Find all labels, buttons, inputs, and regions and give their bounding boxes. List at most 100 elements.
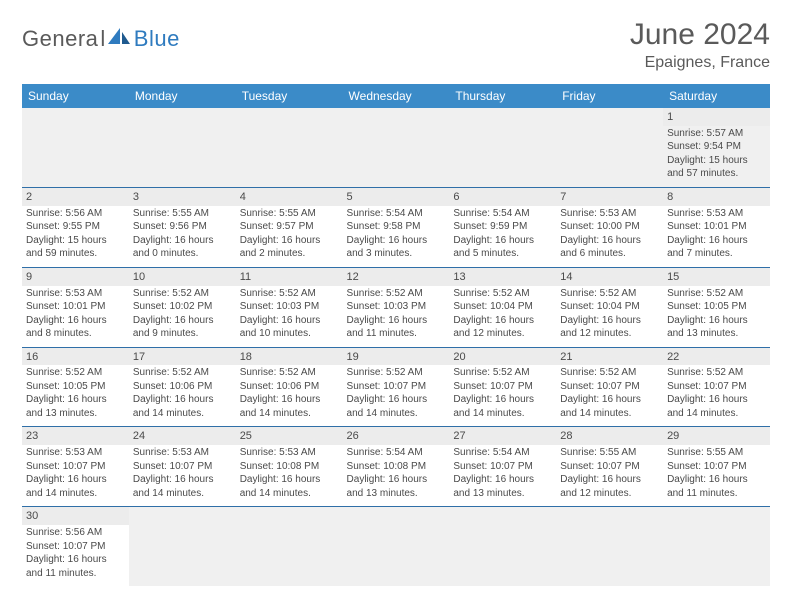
calendar-table: SundayMondayTuesdayWednesdayThursdayFrid…: [22, 84, 770, 586]
day-cell: 16Sunrise: 5:52 AMSunset: 10:05 PMDaylig…: [22, 347, 129, 427]
page-header: General Blue June 2024 Epaignes, France: [22, 18, 770, 72]
sunrise-text: Sunrise: 5:52 AM: [560, 287, 659, 301]
day-number: 30: [22, 507, 129, 525]
sunrise-text: Sunrise: 5:52 AM: [347, 287, 446, 301]
day-number: 1: [663, 108, 770, 126]
dow-header: Saturday: [663, 84, 770, 108]
day-cell: 30Sunrise: 5:56 AMSunset: 10:07 PMDaylig…: [22, 507, 129, 586]
dow-header: Sunday: [22, 84, 129, 108]
sunset-text: Sunset: 10:07 PM: [667, 460, 766, 474]
sunset-text: Sunset: 10:03 PM: [347, 300, 446, 314]
daylight-text: Daylight: 16 hours and 14 minutes.: [667, 393, 766, 420]
empty-cell: [556, 507, 663, 586]
sunset-text: Sunset: 10:02 PM: [133, 300, 232, 314]
sunrise-text: Sunrise: 5:53 AM: [560, 207, 659, 221]
day-cell: 5Sunrise: 5:54 AMSunset: 9:58 PMDaylight…: [343, 187, 450, 267]
daylight-text: Daylight: 16 hours and 14 minutes.: [240, 473, 339, 500]
dow-header: Thursday: [449, 84, 556, 108]
empty-cell: [556, 108, 663, 187]
brand-blue: Blue: [134, 26, 180, 52]
day-number: 2: [22, 188, 129, 206]
day-cell: 26Sunrise: 5:54 AMSunset: 10:08 PMDaylig…: [343, 427, 450, 507]
sunset-text: Sunset: 9:57 PM: [240, 220, 339, 234]
day-number: 7: [556, 188, 663, 206]
day-cell: 8Sunrise: 5:53 AMSunset: 10:01 PMDayligh…: [663, 187, 770, 267]
sunset-text: Sunset: 10:07 PM: [26, 460, 125, 474]
empty-cell: [343, 108, 450, 187]
day-cell: 12Sunrise: 5:52 AMSunset: 10:03 PMDaylig…: [343, 267, 450, 347]
daylight-text: Daylight: 16 hours and 14 minutes.: [240, 393, 339, 420]
day-of-week-row: SundayMondayTuesdayWednesdayThursdayFrid…: [22, 84, 770, 108]
sunset-text: Sunset: 10:07 PM: [453, 380, 552, 394]
day-number: 27: [449, 427, 556, 445]
sunrise-text: Sunrise: 5:54 AM: [347, 446, 446, 460]
day-cell: 14Sunrise: 5:52 AMSunset: 10:04 PMDaylig…: [556, 267, 663, 347]
day-number: 15: [663, 268, 770, 286]
day-number: 11: [236, 268, 343, 286]
sunset-text: Sunset: 10:01 PM: [667, 220, 766, 234]
daylight-text: Daylight: 16 hours and 9 minutes.: [133, 314, 232, 341]
sunset-text: Sunset: 9:56 PM: [133, 220, 232, 234]
empty-cell: [449, 108, 556, 187]
dow-header: Tuesday: [236, 84, 343, 108]
day-number: 28: [556, 427, 663, 445]
day-cell: 22Sunrise: 5:52 AMSunset: 10:07 PMDaylig…: [663, 347, 770, 427]
day-number: 26: [343, 427, 450, 445]
daylight-text: Daylight: 16 hours and 12 minutes.: [560, 473, 659, 500]
daylight-text: Daylight: 16 hours and 5 minutes.: [453, 234, 552, 261]
sunrise-text: Sunrise: 5:56 AM: [26, 526, 125, 540]
day-number: 18: [236, 348, 343, 366]
brand-logo: General Blue: [22, 18, 180, 52]
location-label: Epaignes, France: [630, 54, 770, 72]
day-number: 3: [129, 188, 236, 206]
sunrise-text: Sunrise: 5:52 AM: [240, 287, 339, 301]
sunset-text: Sunset: 10:08 PM: [240, 460, 339, 474]
day-number: 24: [129, 427, 236, 445]
sunset-text: Sunset: 10:07 PM: [133, 460, 232, 474]
day-cell: 23Sunrise: 5:53 AMSunset: 10:07 PMDaylig…: [22, 427, 129, 507]
day-cell: 20Sunrise: 5:52 AMSunset: 10:07 PMDaylig…: [449, 347, 556, 427]
calendar-week-row: 16Sunrise: 5:52 AMSunset: 10:05 PMDaylig…: [22, 347, 770, 427]
day-cell: 2Sunrise: 5:56 AMSunset: 9:55 PMDaylight…: [22, 187, 129, 267]
day-number: 10: [129, 268, 236, 286]
sunset-text: Sunset: 10:07 PM: [26, 540, 125, 554]
sunset-text: Sunset: 10:07 PM: [560, 380, 659, 394]
daylight-text: Daylight: 16 hours and 7 minutes.: [667, 234, 766, 261]
day-number: 25: [236, 427, 343, 445]
day-cell: 11Sunrise: 5:52 AMSunset: 10:03 PMDaylig…: [236, 267, 343, 347]
day-cell: 13Sunrise: 5:52 AMSunset: 10:04 PMDaylig…: [449, 267, 556, 347]
sunset-text: Sunset: 10:04 PM: [560, 300, 659, 314]
empty-cell: [236, 507, 343, 586]
empty-cell: [449, 507, 556, 586]
calendar-week-row: 2Sunrise: 5:56 AMSunset: 9:55 PMDaylight…: [22, 187, 770, 267]
sunset-text: Sunset: 10:06 PM: [240, 380, 339, 394]
sunset-text: Sunset: 10:07 PM: [560, 460, 659, 474]
day-cell: 4Sunrise: 5:55 AMSunset: 9:57 PMDaylight…: [236, 187, 343, 267]
sunrise-text: Sunrise: 5:53 AM: [133, 446, 232, 460]
month-title: June 2024: [630, 18, 770, 52]
sunset-text: Sunset: 9:58 PM: [347, 220, 446, 234]
daylight-text: Daylight: 16 hours and 13 minutes.: [453, 473, 552, 500]
day-cell: 7Sunrise: 5:53 AMSunset: 10:00 PMDayligh…: [556, 187, 663, 267]
sunset-text: Sunset: 9:54 PM: [667, 140, 766, 154]
day-cell: 17Sunrise: 5:52 AMSunset: 10:06 PMDaylig…: [129, 347, 236, 427]
empty-cell: [236, 108, 343, 187]
sunrise-text: Sunrise: 5:52 AM: [667, 366, 766, 380]
day-number: 12: [343, 268, 450, 286]
calendar-week-row: 30Sunrise: 5:56 AMSunset: 10:07 PMDaylig…: [22, 507, 770, 586]
day-number: 5: [343, 188, 450, 206]
sunrise-text: Sunrise: 5:52 AM: [667, 287, 766, 301]
sunrise-text: Sunrise: 5:55 AM: [133, 207, 232, 221]
day-number: 14: [556, 268, 663, 286]
sunset-text: Sunset: 10:08 PM: [347, 460, 446, 474]
brand-general: Genera: [22, 26, 98, 52]
daylight-text: Daylight: 16 hours and 13 minutes.: [26, 393, 125, 420]
empty-cell: [129, 108, 236, 187]
sunset-text: Sunset: 10:05 PM: [26, 380, 125, 394]
sunrise-text: Sunrise: 5:55 AM: [240, 207, 339, 221]
sunrise-text: Sunrise: 5:54 AM: [453, 207, 552, 221]
dow-header: Wednesday: [343, 84, 450, 108]
daylight-text: Daylight: 16 hours and 10 minutes.: [240, 314, 339, 341]
sunrise-text: Sunrise: 5:55 AM: [667, 446, 766, 460]
daylight-text: Daylight: 16 hours and 14 minutes.: [453, 393, 552, 420]
